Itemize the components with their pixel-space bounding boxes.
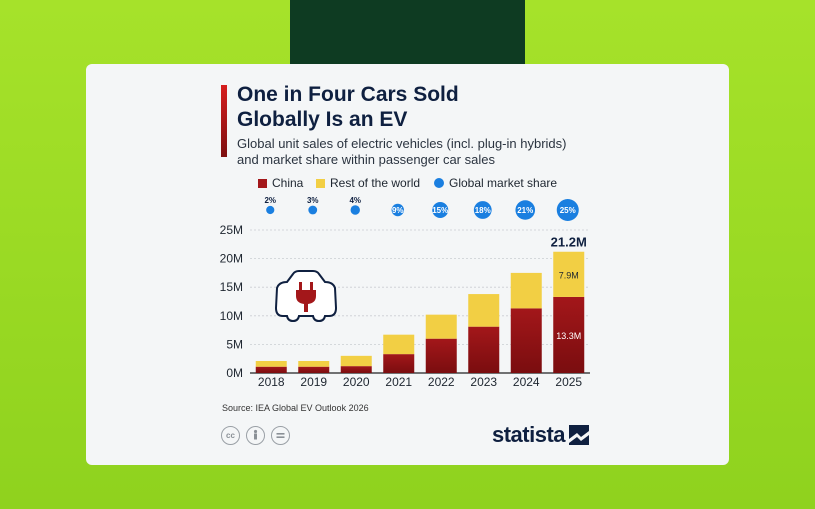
- y-tick-label: 5M: [226, 337, 243, 351]
- y-tick-label: 25M: [220, 223, 243, 237]
- attribution-icon[interactable]: [246, 426, 265, 445]
- annotation-total-2025: 21.2M: [551, 235, 587, 250]
- share-bubble-2021: [391, 203, 404, 217]
- share-label-2020: 4%: [349, 196, 361, 205]
- chart-title-line-1: One in Four Cars Sold: [237, 83, 459, 106]
- share-label-2018: 2%: [264, 196, 276, 205]
- chart-annotations: 21.2M 7.9M 13.3M: [551, 235, 587, 341]
- share-bubble-2023: [473, 201, 492, 219]
- bar-rest-2023: [468, 294, 500, 327]
- share-label-2021: 9%: [392, 206, 404, 215]
- share-bubble-2022: [432, 202, 449, 218]
- bar-china-2022: [425, 338, 457, 373]
- y-tick-label: 10M: [220, 309, 243, 323]
- share-label-2023: 18%: [475, 206, 491, 215]
- legend-label-china: China: [272, 176, 304, 190]
- title-accent-bar: [221, 85, 227, 157]
- chart-title-line-2: Globally Is an EV: [237, 108, 408, 131]
- bar-rest-2020: [340, 355, 372, 367]
- statista-logo-icon: [569, 425, 590, 445]
- x-tick-label: 2019: [300, 375, 327, 389]
- brand-name: statista: [492, 422, 566, 447]
- x-tick-label: 2023: [470, 375, 497, 389]
- chart-subtitle-line-1: Global unit sales of electric vehicles (…: [237, 136, 567, 151]
- bar-china-2025: [553, 296, 585, 373]
- y-tick-label: 0M: [226, 366, 243, 380]
- bar-china-2023: [468, 326, 500, 373]
- share-label-2024: 21%: [517, 206, 533, 215]
- legend-dot-share: [434, 178, 444, 188]
- x-tick-label: 2024: [513, 375, 540, 389]
- legend-label-share: Global market share: [449, 176, 558, 190]
- bar-china-2021: [383, 354, 415, 373]
- legend-item-share: Global market share: [434, 176, 557, 190]
- x-tick-label: 2022: [428, 375, 455, 389]
- legend-item-china: China: [258, 176, 303, 190]
- statista-logo[interactable]: statista: [492, 422, 590, 447]
- bar-china-2019: [298, 366, 330, 373]
- bar-rest-2024: [510, 272, 542, 309]
- share-label-2025: 25%: [560, 206, 576, 215]
- share-bubble-2018: [266, 205, 275, 215]
- no-derivatives-icon[interactable]: [271, 426, 290, 445]
- x-tick-label: 2025: [555, 375, 582, 389]
- market-share-bubbles: 2% 3% 4% 9% 15% 18% 21% 25%: [264, 196, 579, 221]
- ev-charger-car-icon: [274, 270, 338, 323]
- share-label-2019: 3%: [307, 196, 319, 205]
- y-axis-ticks: 0M 5M 10M 15M 20M 25M: [220, 223, 243, 380]
- y-tick-label: 15M: [220, 280, 243, 294]
- x-tick-label: 2020: [343, 375, 370, 389]
- bar-rest-2018: [255, 360, 287, 367]
- share-label-2022: 15%: [432, 206, 448, 215]
- x-axis-ticks: 2018 2019 2020 2021 2022 2023 2024 2025: [258, 375, 583, 389]
- bar-china-2024: [510, 308, 542, 373]
- legend-swatch-china: [258, 178, 267, 188]
- share-bubble-2024: [515, 200, 536, 220]
- bar-rest-2022: [425, 314, 457, 339]
- infographic-card: [86, 64, 729, 465]
- chart-subtitle-line-2: and market share within passenger car sa…: [237, 152, 495, 167]
- bar-rest-2025: [553, 251, 585, 297]
- x-tick-label: 2018: [258, 375, 285, 389]
- header-band: [290, 0, 525, 70]
- legend-item-rest: Rest of the world: [316, 176, 420, 190]
- chart-bars: [255, 251, 585, 373]
- legend-label-rest: Rest of the world: [330, 176, 421, 190]
- annotation-rest-2025: 7.9M: [559, 270, 579, 280]
- bar-china-2018: [255, 366, 287, 373]
- share-bubble-2020: [350, 205, 360, 215]
- annotation-china-2025: 13.3M: [556, 331, 581, 341]
- bar-rest-2021: [383, 334, 415, 355]
- x-tick-label: 2021: [385, 375, 412, 389]
- chart-subtitle: Global unit sales of electric vehicles (…: [237, 136, 597, 168]
- bar-china-2020: [340, 366, 372, 373]
- bar-rest-2019: [298, 360, 330, 367]
- legend-swatch-rest: [316, 178, 325, 188]
- chart-source: Source: IEA Global EV Outlook 2026: [222, 403, 369, 413]
- cc-icon[interactable]: cc: [221, 426, 240, 445]
- y-tick-label: 20M: [220, 252, 243, 266]
- share-bubble-2019: [308, 205, 318, 215]
- chart-title: One in Four Cars Sold Globally Is an EV: [237, 82, 567, 132]
- share-bubble-2025: [556, 199, 579, 221]
